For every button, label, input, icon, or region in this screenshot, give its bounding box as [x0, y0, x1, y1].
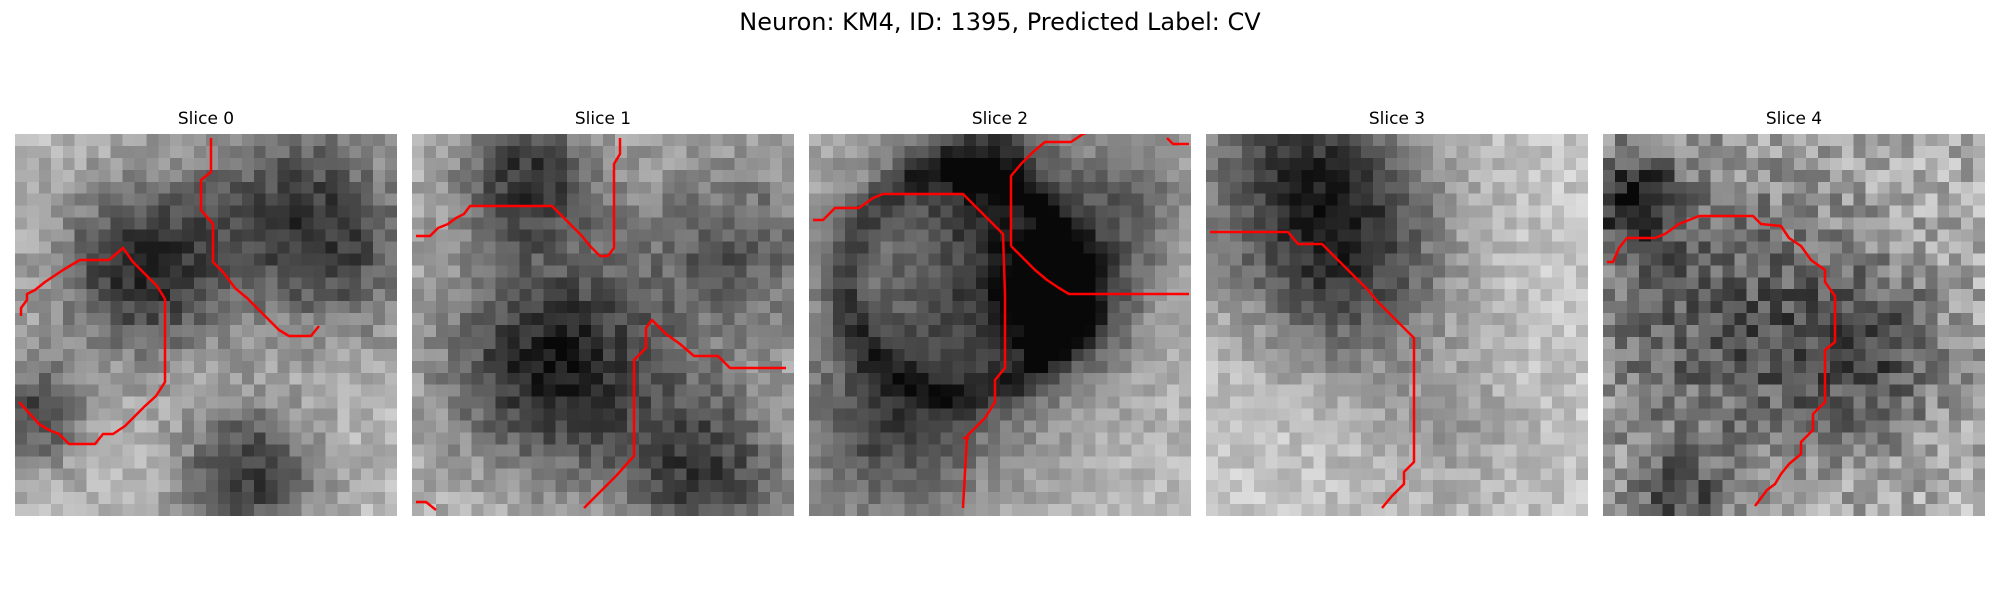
- slice-panel-3: Slice 3: [1206, 108, 1588, 516]
- boundary-contour-b: [1059, 134, 1087, 144]
- boundary-contour-b: [583, 318, 786, 509]
- grayscale-image-0: [15, 134, 397, 516]
- boundary-contour-c: [416, 500, 437, 511]
- grayscale-image-4: [1603, 134, 1985, 516]
- slice-title-2: Slice 2: [971, 109, 1029, 129]
- boundary-contour-e: [1010, 245, 1189, 296]
- boundary-contour-a: [18, 246, 167, 446]
- slice-title-1: Slice 1: [574, 109, 632, 129]
- grayscale-image-1: [412, 134, 794, 516]
- boundary-contour-b: [199, 138, 320, 338]
- slice-panel-2: Slice 2: [809, 108, 1191, 516]
- grayscale-image-3: [1206, 134, 1588, 516]
- contour-overlay-0: [18, 138, 320, 446]
- boundary-contour-d: [1009, 140, 1059, 246]
- boundary-contour-a: [813, 192, 1007, 509]
- slice-image-0: [15, 134, 397, 516]
- slice-panel-0: Slice 0: [15, 108, 397, 516]
- slice-title-0: Slice 0: [177, 109, 235, 129]
- slice-image-4: [1603, 134, 1985, 516]
- slice-panel-4: Slice 4: [1603, 108, 1985, 516]
- contour-overlay-3: [1210, 230, 1416, 509]
- boundary-contour-a: [416, 138, 622, 258]
- contour-overlay-4: [1607, 214, 1837, 507]
- boundary-contour-a: [1210, 230, 1416, 509]
- contour-overlay-1: [416, 138, 786, 511]
- slice-image-2: [809, 134, 1191, 516]
- slice-image-3: [1206, 134, 1588, 516]
- slice-image-1: [412, 134, 794, 516]
- boundary-contour-f: [1166, 137, 1189, 146]
- figure-title: Neuron: KM4, ID: 1395, Predicted Label: …: [739, 8, 1261, 36]
- contour-overlay-2: [813, 134, 1189, 509]
- slice-title-3: Slice 3: [1368, 109, 1426, 129]
- slice-panel-1: Slice 1: [412, 108, 794, 516]
- boundary-contour-a: [1607, 214, 1837, 507]
- slice-title-4: Slice 4: [1765, 109, 1823, 129]
